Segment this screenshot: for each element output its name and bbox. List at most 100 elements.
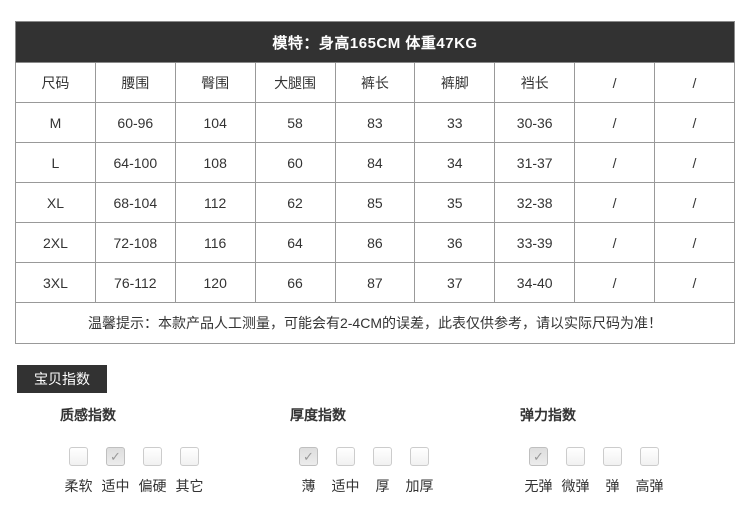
header-cell-waist: 腰围 (94, 62, 176, 103)
size-cell: 31-37 (494, 142, 576, 183)
size-cell: XL (15, 182, 96, 223)
header-cell-slash-2: / (654, 62, 735, 103)
option-label: 厚 (375, 478, 390, 494)
size-cell: 37 (414, 262, 496, 303)
size-row-xl: XL 68-104 112 62 85 35 32-38 / / (15, 182, 735, 223)
size-cell: / (654, 182, 735, 223)
size-cell: / (574, 102, 655, 143)
size-cell: 112 (174, 182, 256, 223)
texture-option-soft: 柔软 (60, 447, 97, 496)
texture-checkbox-other[interactable] (180, 447, 199, 466)
header-cell-crotch: 裆长 (494, 62, 576, 103)
size-cell: 33 (414, 102, 496, 143)
thickness-option-medium: 适中 (327, 447, 364, 496)
size-cell: 36 (414, 222, 496, 263)
check-icon: ✓ (110, 449, 121, 464)
model-info-row: 模特：身高165CM 体重47KG (15, 21, 735, 63)
thickness-checkbox-thin[interactable]: ✓ (299, 447, 318, 466)
size-row-3xl: 3XL 76-112 120 66 87 37 34-40 / / (15, 262, 735, 303)
option-label: 适中 (331, 478, 360, 494)
size-cell: / (574, 182, 655, 223)
size-cell: 104 (174, 102, 256, 143)
thickness-index-group: 厚度指数 ✓ 薄 适中 厚 加厚 (290, 405, 520, 496)
header-cell-slash-1: / (574, 62, 655, 103)
thickness-checkbox-medium[interactable] (336, 447, 355, 466)
option-label: 柔软 (64, 478, 93, 494)
size-cell: 30-36 (494, 102, 576, 143)
elasticity-checkbox-none[interactable]: ✓ (529, 447, 548, 466)
thickness-index-title: 厚度指数 (290, 407, 346, 423)
elasticity-index-group: 弹力指数 ✓ 无弹 微弹 弹 高弹 (520, 405, 750, 496)
size-cell: / (654, 262, 735, 303)
texture-checkbox-soft[interactable] (69, 447, 88, 466)
thickness-option-thick: 厚 (364, 447, 401, 496)
thickness-checkbox-thick[interactable] (373, 447, 392, 466)
size-cell: 2XL (15, 222, 96, 263)
texture-checkbox-medium[interactable]: ✓ (106, 447, 125, 466)
thickness-option-thin: ✓ 薄 (290, 447, 327, 496)
texture-checkbox-hard[interactable] (143, 447, 162, 466)
elasticity-checkbox-slight[interactable] (566, 447, 585, 466)
model-info-bar: 模特：身高165CM 体重47KG (15, 21, 735, 63)
size-cell: / (574, 262, 655, 303)
product-index-badge: 宝贝指数 (17, 365, 107, 393)
size-cell: 35 (414, 182, 496, 223)
header-cell-leg-opening: 裤脚 (414, 62, 496, 103)
size-cell: 62 (254, 182, 336, 223)
elasticity-checkbox-high[interactable] (640, 447, 659, 466)
elasticity-option-high: 高弹 (631, 447, 668, 496)
elasticity-options: ✓ 无弹 微弹 弹 高弹 (520, 447, 750, 496)
texture-options: 柔软 ✓ 适中 偏硬 其它 (60, 447, 290, 496)
elasticity-checkbox-stretch[interactable] (603, 447, 622, 466)
size-cell: 64-100 (94, 142, 176, 183)
option-label: 加厚 (405, 478, 434, 494)
size-row-l: L 64-100 108 60 84 34 31-37 / / (15, 142, 735, 183)
size-cell: L (15, 142, 96, 183)
size-cell: / (574, 222, 655, 263)
elasticity-option-stretch: 弹 (594, 447, 631, 496)
size-cell: 32-38 (494, 182, 576, 223)
size-cell: 33-39 (494, 222, 576, 263)
header-row: 尺码 腰围 臀围 大腿围 裤长 裤脚 裆长 / / (15, 62, 735, 103)
size-cell: 116 (174, 222, 256, 263)
size-cell: 108 (174, 142, 256, 183)
texture-option-hard: 偏硬 (134, 447, 171, 496)
option-label: 高弹 (635, 478, 664, 494)
texture-option-medium: ✓ 适中 (97, 447, 134, 496)
option-label: 薄 (301, 478, 316, 494)
size-cell: 34-40 (494, 262, 576, 303)
thickness-checkbox-extra-thick[interactable] (410, 447, 429, 466)
size-cell: 60-96 (94, 102, 176, 143)
size-cell: 84 (334, 142, 416, 183)
check-icon: ✓ (533, 449, 544, 464)
header-cell-thigh: 大腿围 (254, 62, 336, 103)
size-cell: / (574, 142, 655, 183)
texture-index-group: 质感指数 柔软 ✓ 适中 偏硬 其它 (60, 405, 290, 496)
thickness-options: ✓ 薄 适中 厚 加厚 (290, 447, 520, 496)
size-cell: 68-104 (94, 182, 176, 223)
size-cell: 76-112 (94, 262, 176, 303)
size-row-m: M 60-96 104 58 83 33 30-36 / / (15, 102, 735, 143)
header-cell-size: 尺码 (15, 62, 96, 103)
size-cell: / (654, 222, 735, 263)
size-cell: 83 (334, 102, 416, 143)
product-indices: 质感指数 柔软 ✓ 适中 偏硬 其它 厚度指数 ✓ 薄 (60, 405, 750, 496)
size-cell: 60 (254, 142, 336, 183)
texture-option-other: 其它 (171, 447, 208, 496)
thickness-option-extra-thick: 加厚 (401, 447, 438, 496)
size-cell: 64 (254, 222, 336, 263)
size-cell: 34 (414, 142, 496, 183)
option-label: 微弹 (561, 478, 590, 494)
option-label: 适中 (101, 478, 130, 494)
size-cell: M (15, 102, 96, 143)
option-label: 偏硬 (138, 478, 167, 494)
elasticity-index-title: 弹力指数 (520, 407, 576, 423)
measurement-tip: 温馨提示：本款产品人工测量，可能会有2-4CM的误差，此表仅供参考，请以实际尺码… (15, 302, 735, 344)
size-cell: 3XL (15, 262, 96, 303)
check-icon: ✓ (303, 449, 314, 464)
option-label: 无弹 (524, 478, 553, 494)
option-label: 弹 (605, 478, 620, 494)
size-cell: 66 (254, 262, 336, 303)
size-cell: 87 (334, 262, 416, 303)
size-cell: 58 (254, 102, 336, 143)
